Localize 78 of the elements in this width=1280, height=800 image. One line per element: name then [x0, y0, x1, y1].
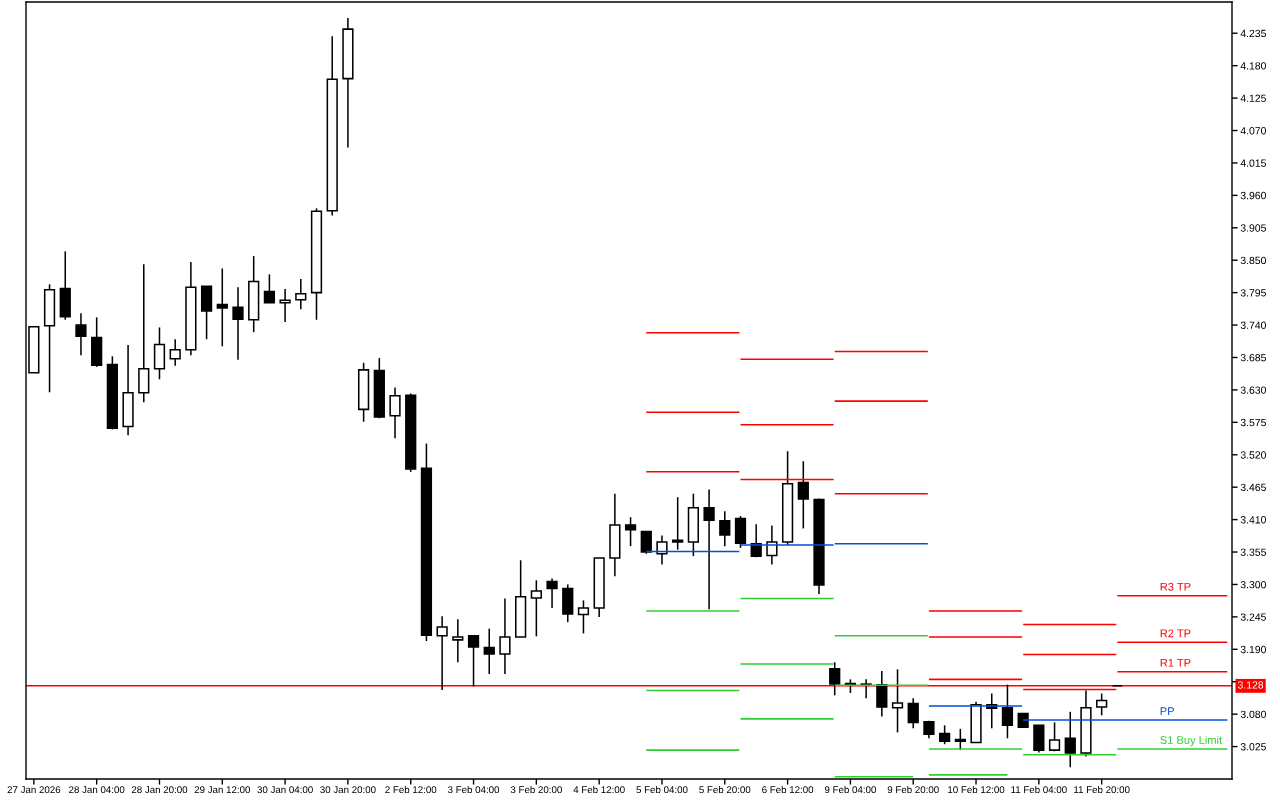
y-tick-label: 4.015: [1240, 159, 1266, 167]
y-tick-label: 3.355: [1240, 548, 1266, 556]
candlestick: [436, 615, 448, 691]
x-tick-label: 3 Feb 20:00: [510, 785, 562, 794]
candlestick: [672, 496, 684, 551]
candlestick: [719, 510, 731, 547]
x-tick-label: 3 Feb 04:00: [447, 785, 500, 794]
y-tick-label: 4.070: [1240, 127, 1266, 135]
candlestick: [1001, 683, 1014, 740]
y-tick-label: 4.180: [1240, 62, 1266, 70]
y-tick-label: 3.520: [1240, 451, 1266, 459]
candlestick: [907, 697, 919, 730]
candlestick: [452, 618, 464, 664]
y-tick-label: 3.850: [1240, 256, 1266, 265]
candlestick: [876, 670, 888, 718]
candlestick: [75, 312, 87, 356]
x-tick-label: 28 Jan 04:00: [69, 786, 125, 794]
x-tick-label: 28 Jan 20:00: [131, 786, 188, 794]
candlestick: [263, 273, 276, 304]
candlestick: [483, 627, 495, 675]
y-tick-label: 3.025: [1240, 743, 1266, 751]
candlestick: [766, 524, 778, 566]
series-label: R1 TP: [1160, 658, 1191, 667]
candlestick: [891, 668, 904, 734]
y-tick-label: 3.960: [1240, 191, 1266, 200]
candlestick: [169, 338, 181, 367]
series-label: R2 TP: [1160, 629, 1191, 638]
y-tick-label: 3.190: [1240, 645, 1266, 654]
y-tick-label: 4.125: [1240, 94, 1266, 102]
candlestick: [389, 386, 401, 440]
candlestick: [829, 661, 841, 697]
candlestick: [216, 267, 228, 348]
x-tick-label: 5 Feb 04:00: [636, 785, 688, 794]
x-tick-label: 29 Jan 12:00: [194, 786, 251, 794]
y-tick-label: 3.465: [1240, 483, 1266, 492]
x-tick-label: 27 Jan 2026: [7, 786, 61, 794]
y-tick-label: 3.575: [1240, 418, 1266, 427]
y-tick-label: 3.410: [1240, 516, 1266, 524]
candlestick: [467, 634, 480, 688]
candlestick: [1048, 721, 1061, 753]
x-tick-label: 5 Feb 20:00: [699, 785, 751, 794]
candlestick: [546, 577, 558, 609]
x-tick-label: 4 Feb 12:00: [573, 785, 625, 794]
y-tick-label: 3.740: [1240, 321, 1266, 329]
candlestick: [577, 599, 590, 635]
x-tick-label: 30 Jan 04:00: [257, 786, 313, 794]
y-tick-label: 4.235: [1240, 29, 1266, 38]
candlestick: [624, 516, 637, 547]
x-tick-label: 2 Feb 12:00: [385, 785, 437, 794]
candlestick: [703, 488, 715, 610]
candlestick: [530, 579, 542, 638]
series-label: PP: [1160, 707, 1174, 715]
candlestick: [640, 530, 652, 555]
x-tick-label: 11 Feb 20:00: [1074, 785, 1130, 794]
candlestick: [797, 460, 809, 530]
x-tick-label: 30 Jan 20:00: [320, 786, 376, 794]
y-tick-label: 3.905: [1240, 224, 1266, 232]
candlestick: [1064, 711, 1076, 768]
series-label: S1 Buy Limit: [1160, 735, 1223, 747]
x-tick-label: 9 Feb 20:00: [887, 785, 939, 794]
ref-line-label: 3.128: [1237, 681, 1264, 689]
series-label: R3 TP: [1160, 582, 1191, 591]
candlestick: [938, 724, 951, 745]
x-tick-label: 9 Feb 04:00: [824, 785, 876, 794]
candlestick: [656, 534, 668, 566]
y-tick-label: 3.245: [1240, 613, 1266, 621]
x-tick-label: 10 Feb 12:00: [948, 785, 1005, 794]
y-tick-label: 3.630: [1240, 386, 1266, 394]
x-tick-label: 6 Feb 12:00: [762, 785, 814, 794]
x-tick-label: 11 Feb 04:00: [1011, 785, 1067, 794]
candlestick: [232, 286, 244, 361]
y-tick-label: 3.080: [1240, 710, 1266, 719]
y-tick-label: 3.795: [1240, 289, 1266, 297]
y-tick-label: 3.685: [1240, 353, 1266, 362]
candlestick: [499, 597, 511, 675]
candlestick: [1096, 692, 1108, 717]
y-tick-label: 3.300: [1240, 580, 1266, 589]
candlestick: [295, 278, 307, 310]
